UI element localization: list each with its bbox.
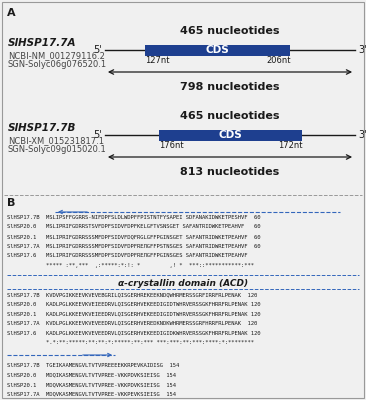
Text: 127nt: 127nt [145,56,169,65]
Text: 5': 5' [93,130,102,140]
Text: SlHSP17.7B  KVDVPGIKKEEVKVEVEBGRILQISGERHREKEЕКNDQWHRMERSSGRFIRRFRLPENAK  120: SlHSP17.7B KVDVPGIKKEEVKVEVEBGRILQISGERH… [7,292,257,297]
Text: SlHSP17.7A  MSLIPRIFGDRRSSSMFDPFSIDVFDPFRЕЛGFFPSTNSGES SAFANTRIDWRETPEAHVF  60: SlHSP17.7A MSLIPRIFGDRRSSSMFDPFSIDVFDPFR… [7,244,261,248]
Text: NCBI-XM_015231817.1: NCBI-XM_015231817.1 [8,136,104,145]
Text: 813 nucleotides: 813 nucleotides [180,167,280,177]
Text: 172nt: 172nt [277,141,302,150]
Text: SlHSP17.7B  TGEIKAAMENGVLTVTVPREEEEKKRPEVKAIDISG  154: SlHSP17.7B TGEIKAAMENGVLTVTVPREEEEKKRPEV… [7,363,179,368]
Text: B: B [7,198,15,208]
Text: 176nt: 176nt [159,141,184,150]
Text: SlHSP20.1   KADLPGLKKEEVKVEIEEDRVLQISGERНVEKEEDIGIDTWHRVERSSGKFHRRFRLPENAK 120: SlHSP20.1 KADLPGLKKEEVKVEIEEDRVLQISGERНV… [7,311,261,316]
Text: α-crystallin domain (ACD): α-crystallin domain (ACD) [118,279,248,288]
Text: SlHSP17.6   MSLIPRIFGDRRSSSMFDPFSIDVFDPFRЕЛGFFPGINSGES SAFANTRIDWKETPEAHVF: SlHSP17.6 MSLIPRIFGDRRSSSMFDPFSIDVFDPFRЕ… [7,253,247,258]
Text: SlHSP17.7A  MDQVKASMENGVLTVTVPREE-VKKPEVKSIEISG  154: SlHSP17.7A MDQVKASMENGVLTVTVPREE-VKKPEVK… [7,392,176,396]
Bar [159,130,302,140]
Text: 3': 3' [358,45,366,55]
Text: *.*:**:*****:**:**:*:*****:**:*** ***:***:**:***:****:*:********: *.*:**:*****:**:**:*:*****:**:*** ***:**… [7,340,254,344]
Text: CDS: CDS [206,45,229,55]
Text: 206nt: 206nt [266,56,291,65]
Text: CDS: CDS [219,130,243,140]
Text: A: A [7,8,16,18]
Text: 798 nucleotides: 798 nucleotides [180,82,280,92]
Text: SlHSP20.0   MSLIPRIFGDRRSTSVFDPFSIDVFDPFKELGFTVSNSGET SAFANTRIDWKETPEAHVF   60: SlHSP20.0 MSLIPRIFGDRRSTSVFDPFSIDVFDPFKE… [7,224,261,230]
Text: ***** :**,***  ,:*****:*:!: *         ,! *  ***::***********:***: ***** :**,*** ,:*****:*:!: * ,! * ***::*… [7,262,254,268]
Text: 5': 5' [93,45,102,55]
Text: SGN-Solyc06g076520.1: SGN-Solyc06g076520.1 [8,60,107,69]
Text: SlHSP20.1   MDQVKASMENGVLTVTVPREE-VKKPDVKSIEISG  154: SlHSP20.1 MDQVKASMENGVLTVTVPREE-VKKPDVKS… [7,382,176,387]
Text: SlHSP17.7B  MSLIPSFFGGRRS-NIFDPFSLDLWDPFFPISTNTFYSAPEI SDFANAKIDWKETPESHVF  60: SlHSP17.7B MSLIPSFFGGRRS-NIFDPFSLDLWDPFF… [7,215,261,220]
Text: NCBI-NM_001279116.2: NCBI-NM_001279116.2 [8,51,105,60]
Text: SlHSP17.7A: SlHSP17.7A [8,38,76,48]
Text: SGN-Solyc09g015020.1: SGN-Solyc09g015020.1 [8,145,107,154]
Text: SlHSP20.1   MSLIPRIFGDRRSSSMFDPFSIDVFDQFRGLGFFPGINSGET SAFANTRIDWKETPEAHVF  60: SlHSP20.1 MSLIPRIFGDRRSSSMFDPFSIDVFDQFRG… [7,234,261,239]
Text: 3': 3' [358,130,366,140]
Text: SlHSP20.0   MDQIKASMENGVLTVTVPREE-VKKPDVKSIEISG  154: SlHSP20.0 MDQIKASMENGVLTVTVPREE-VKKPDVKS… [7,372,176,378]
Bar [145,44,291,56]
Text: 465 nucleotides: 465 nucleotides [180,111,280,121]
Text: SlHSP20.0   KADLPGLKKEEVKVEIEEDRVLQISGERНVEKEEDIGIDTWHRVERSSGKFHRRFRLPENAK 120: SlHSP20.0 KADLPGLKKEEVKVEIEEDRVLQISGERНV… [7,302,261,306]
Text: SlHSP17.7B: SlHSP17.7B [8,123,76,133]
Text: SlHSP17.6   KADLPGLKKEEVKVEVEEDRVLQISGERНVEKEEDIGIDKWHRVERSSGKFHRRFRLPENAK 120: SlHSP17.6 KADLPGLKKEEVKVEVEEDRVLQISGERНV… [7,330,261,335]
Text: 465 nucleotides: 465 nucleotides [180,26,280,36]
Text: SlHSP17.7A  KVDLPGLKKEEVKVEVEEDRVLQISGERНVEREDKNDKWHRMERSSGRFHRRFRLPENAK  120: SlHSP17.7A KVDLPGLKKEEVKVEVEEDRVLQISGERН… [7,320,257,326]
